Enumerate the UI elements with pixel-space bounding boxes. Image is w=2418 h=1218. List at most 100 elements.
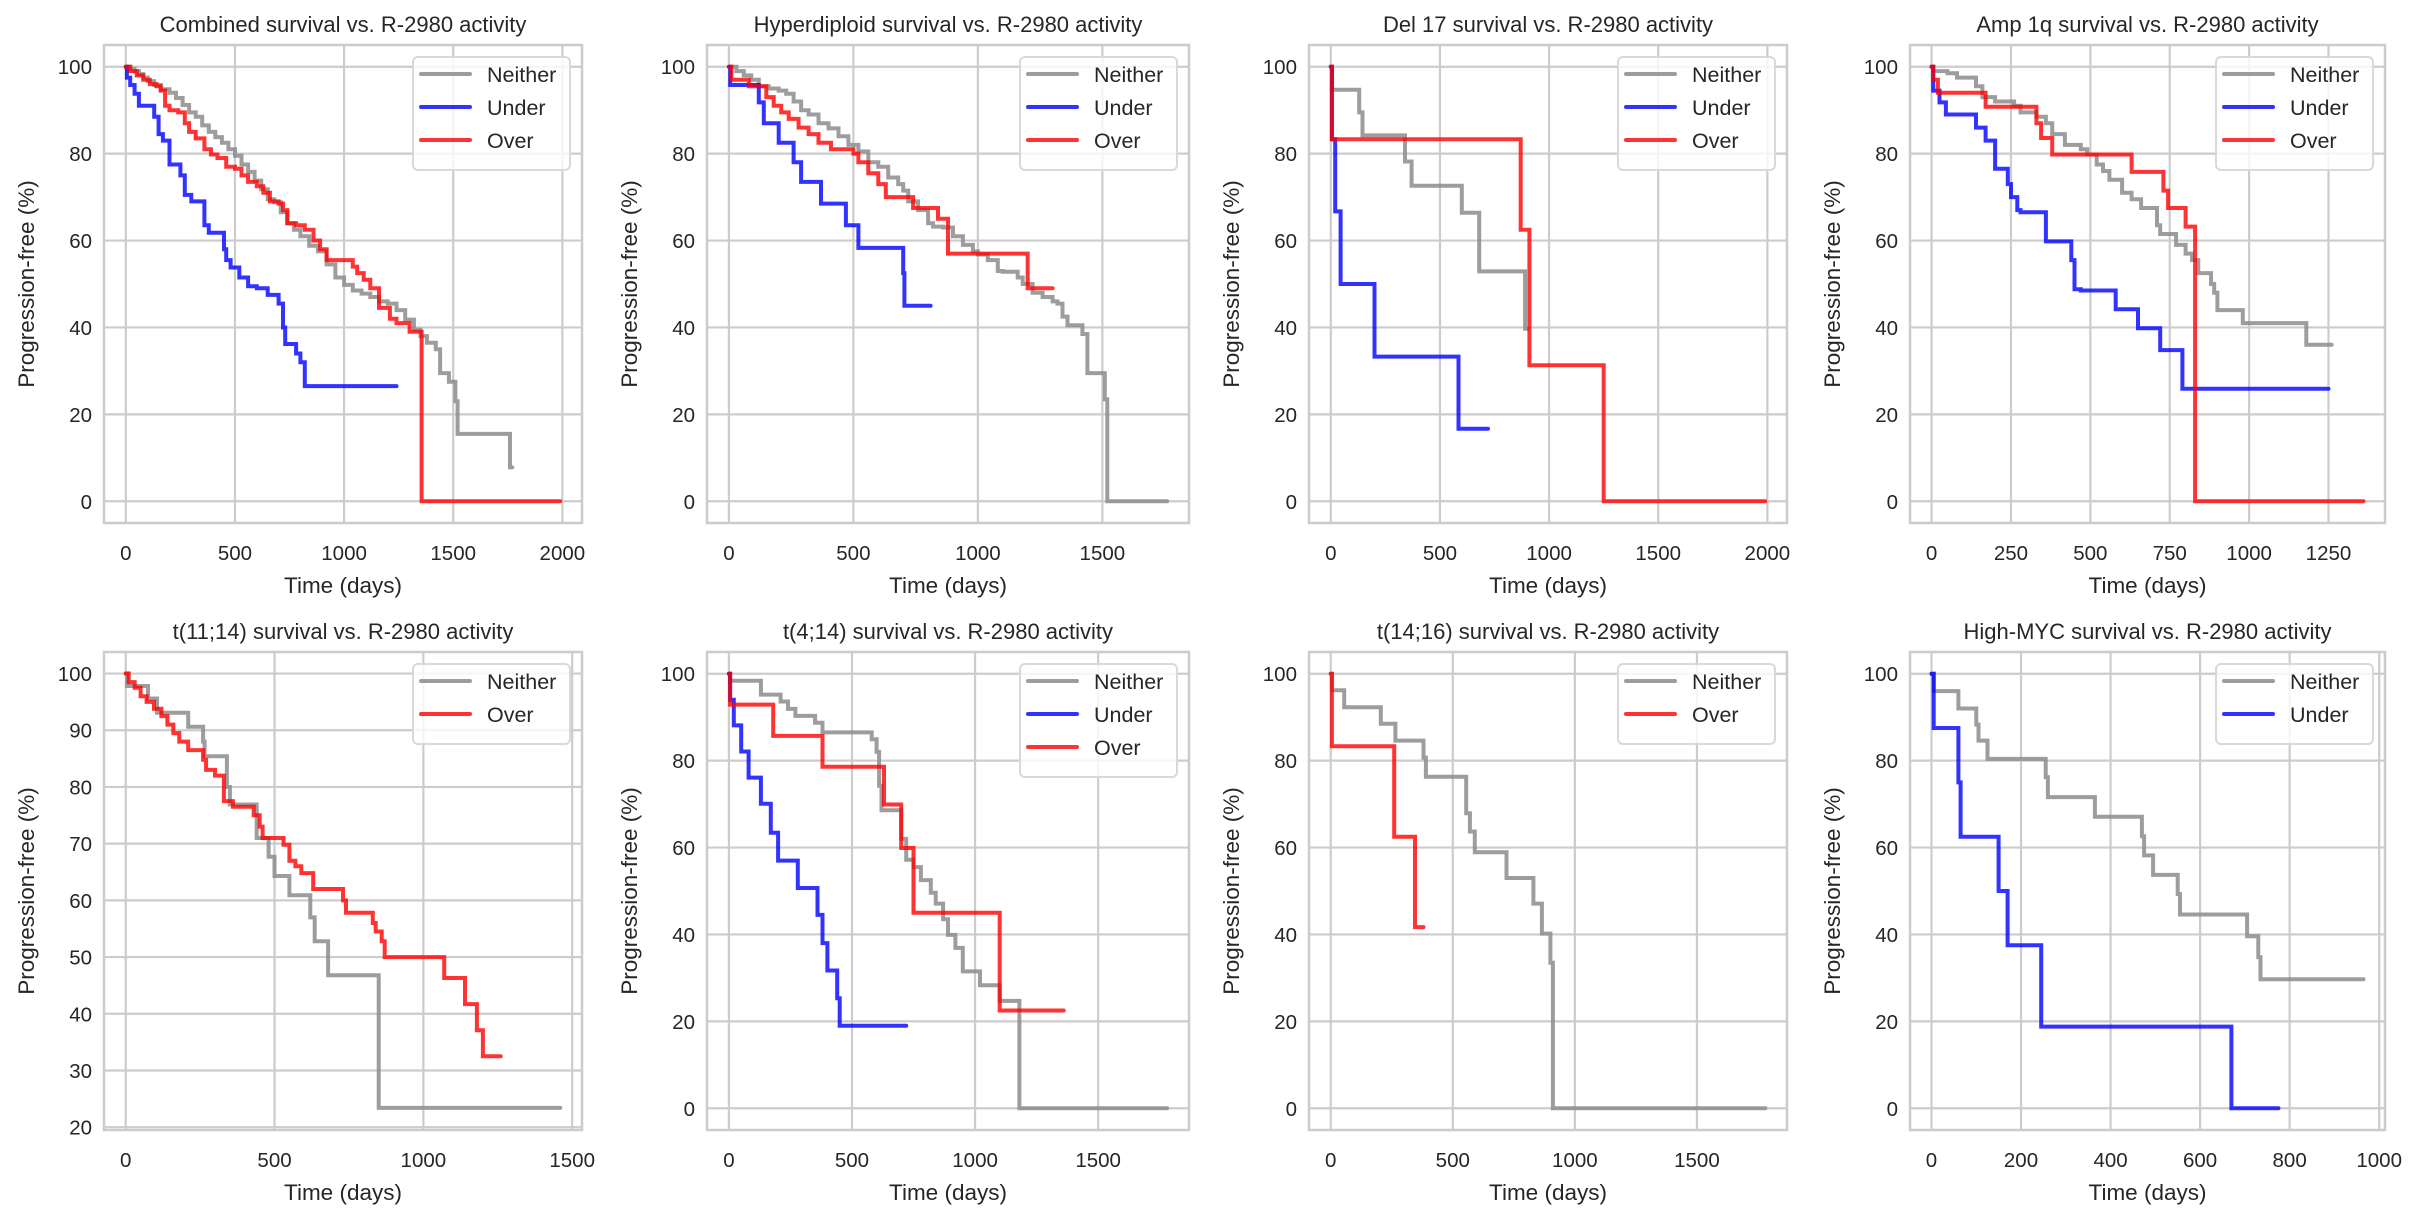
y-tick-label: 80 [1875,143,1898,166]
x-tick-label: 0 [1926,542,1937,565]
y-axis-label: Progression-free (%) [14,180,39,388]
legend-label-over: Over [1094,129,1141,153]
legend-label-over: Over [2290,129,2337,153]
series-line-under [123,64,399,389]
x-tick-label: 1500 [430,542,476,565]
y-tick-label: 100 [1864,56,1898,79]
legend-label-neither: Neither [487,63,556,87]
legend-label-over: Over [1692,703,1739,727]
axes-frame [705,650,1191,1132]
y-tick-label: 80 [69,143,92,166]
x-tick-label: 0 [1325,1149,1336,1172]
series-line-over [123,64,563,504]
subplot-combined: 0 500 1000 1500 2000 0 20 40 60 80 100 Combined sur… [14,12,585,598]
y-axis-label: Progression-free (%) [1219,180,1244,388]
legend-label-under: Under [2290,96,2349,120]
series-line-neither [726,64,1170,504]
axes-frame [102,43,584,525]
chart-title: t(4;14) survival vs. R-2980 activity [783,619,1113,644]
y-tick-label: 100 [1864,663,1898,686]
y-tick-label: 0 [1286,491,1297,514]
y-tick-label: 0 [81,491,92,514]
x-tick-label: 1000 [1552,1149,1598,1172]
x-tick-label: 0 [120,542,131,565]
chart-title: Del 17 survival vs. R-2980 activity [1383,12,1713,37]
x-axis-label: Time (days) [2089,1180,2207,1205]
y-tick-label: 40 [1875,317,1898,340]
y-tick-label: 20 [1875,1011,1898,1034]
series-line-neither [123,64,515,470]
x-tick-label: 1000 [2226,542,2272,565]
x-tick-label: 1500 [1635,542,1681,565]
legend: Neither Under Over [2215,56,2374,171]
x-tick-label: 2000 [1745,542,1791,565]
y-tick-label: 60 [672,230,695,253]
series-line-under [1929,671,2281,1111]
y-tick-label: 80 [1274,143,1297,166]
y-tick-label: 100 [58,56,92,79]
x-tick-label: 200 [2004,1149,2038,1172]
legend-label-under: Under [1094,703,1153,727]
series-line-over [726,671,1066,1013]
axes-frame [1908,650,2387,1132]
axes-frame [705,43,1191,525]
y-tick-label: 0 [1887,1098,1898,1121]
legend: Neither Over [1617,663,1776,745]
x-tick-label: 0 [723,1149,734,1172]
x-tick-label: 1250 [2306,542,2352,565]
x-tick-label: 2000 [540,542,586,565]
y-tick-label: 70 [69,833,92,856]
legend-label-under: Under [1692,96,1751,120]
subplot-hyperdiploid: 0 500 1000 1500 0 20 40 60 80 100 Hyperdiploid sur… [617,12,1191,598]
y-axis-label: Progression-free (%) [617,180,642,388]
y-tick-label: 60 [1875,837,1898,860]
y-tick-label: 40 [1875,924,1898,947]
series-line-over [726,64,1055,291]
subplot-t-11-14: 0 500 1000 1500 20 30 40 50 60 70 80 90 100 t(11;14) … [14,619,595,1205]
y-tick-label: 60 [69,230,92,253]
y-axis-label: Progression-free (%) [14,787,39,995]
legend-label-under: Under [1094,96,1153,120]
subplot-t-4-14: 0 500 1000 1500 0 20 40 60 80 100 t(4;14) survival… [617,619,1191,1205]
x-tick-label: 1000 [401,1149,447,1172]
y-tick-label: 40 [69,1003,92,1026]
y-tick-label: 90 [69,720,92,743]
subplot-del-17: 0 500 1000 1500 2000 0 20 40 60 80 100 Del 17 survi… [1219,12,1790,598]
legend-label-under: Under [2290,703,2349,727]
x-tick-label: 500 [1423,542,1457,565]
chart-title: t(14;16) survival vs. R-2980 activity [1377,619,1719,644]
subplot-amp-1q: 0 250 500 750 1000 1250 0 20 40 60 80 100 Amp 1q sur… [1820,12,2387,598]
x-tick-label: 500 [836,542,870,565]
x-tick-label: 500 [218,542,252,565]
series-line-over [1328,671,1426,930]
x-axis-label: Time (days) [284,573,402,598]
series-line-neither [123,671,563,1110]
y-tick-label: 100 [1263,663,1297,686]
y-tick-label: 100 [661,56,695,79]
y-axis-label: Progression-free (%) [1219,787,1244,995]
x-axis-label: Time (days) [1489,1180,1607,1205]
legend-label-neither: Neither [1094,670,1163,694]
x-tick-label: 1500 [1075,1149,1121,1172]
y-tick-label: 100 [58,663,92,686]
x-tick-label: 0 [120,1149,131,1172]
chart-title: High-MYC survival vs. R-2980 activity [1964,619,2332,644]
legend-box [1617,663,1776,745]
y-tick-label: 60 [1274,837,1297,860]
chart-title: Amp 1q survival vs. R-2980 activity [1976,12,2318,37]
x-axis-label: Time (days) [284,1180,402,1205]
legend: Neither Under Over [1019,56,1178,171]
chart-title: Hyperdiploid survival vs. R-2980 activit… [754,12,1143,37]
y-tick-label: 20 [672,1011,695,1034]
y-tick-label: 0 [684,1098,695,1121]
legend: Neither Under Over [1617,56,1776,171]
series-line-under [726,671,909,1028]
subplot-t-14-16: 0 500 1000 1500 0 20 40 60 80 100 t(14;16) surviva… [1219,619,1789,1205]
x-tick-label: 1500 [1674,1149,1720,1172]
series-line-neither [1328,671,1768,1111]
y-tick-label: 0 [684,491,695,514]
y-axis-label: Progression-free (%) [1820,787,1845,995]
legend-label-neither: Neither [1094,63,1163,87]
y-tick-label: 60 [1274,230,1297,253]
series-line-neither [1929,64,2334,347]
